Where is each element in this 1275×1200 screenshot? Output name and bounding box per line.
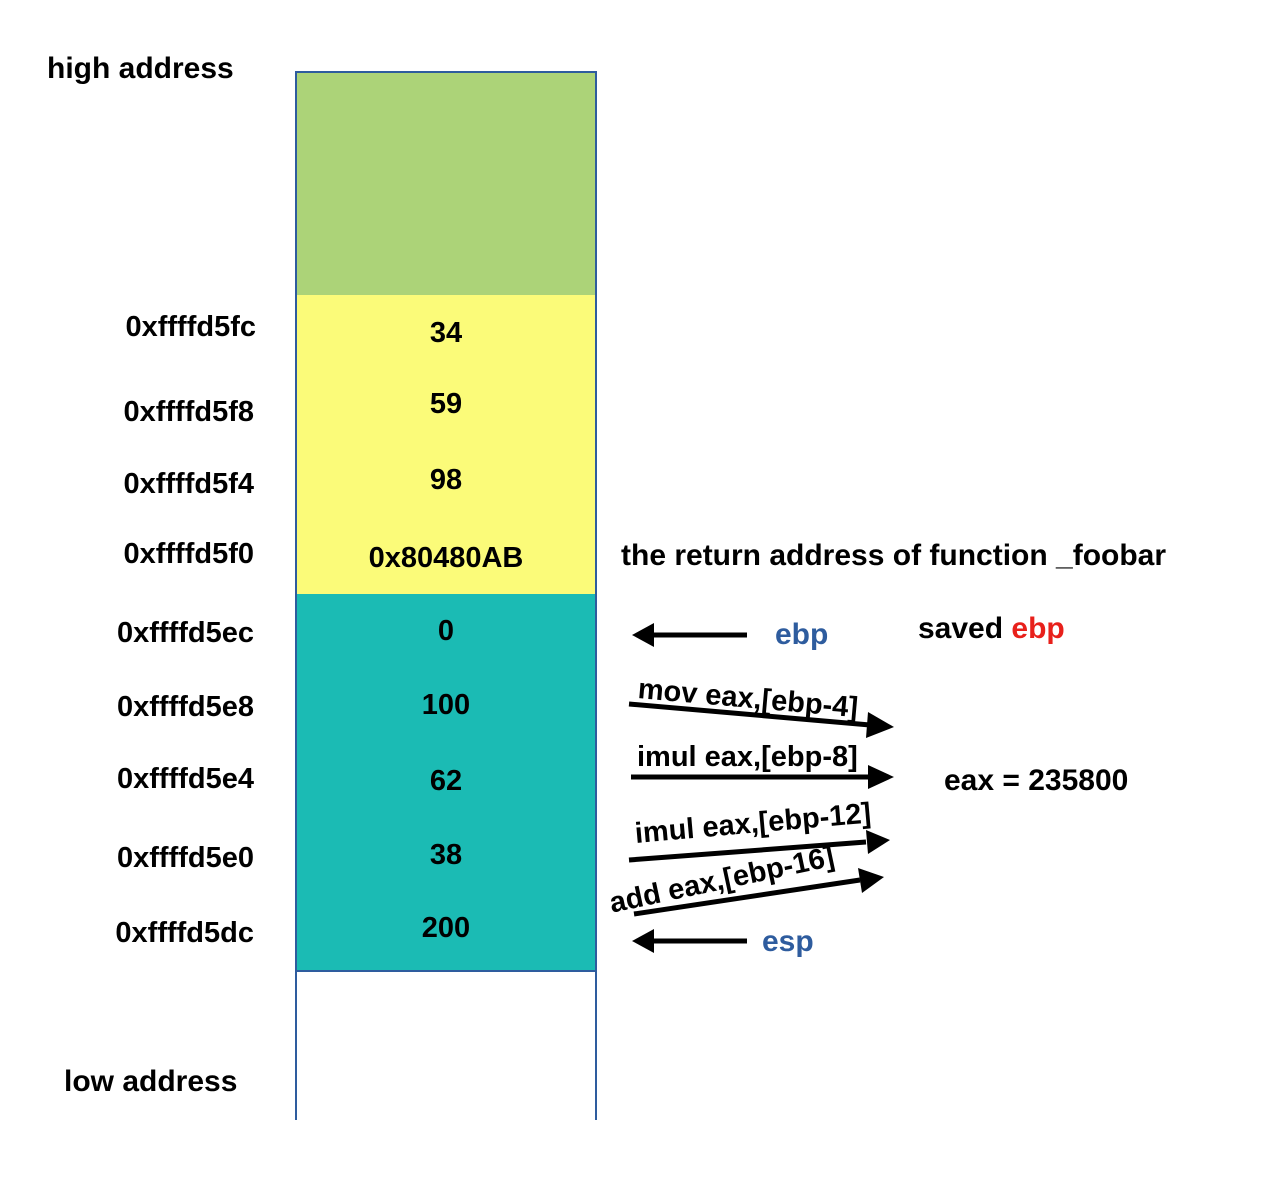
esp-arrow-icon: [632, 929, 747, 953]
stack-address: 0xffffd5f0: [123, 538, 254, 570]
stack-cell: 0x80480AB: [295, 519, 597, 596]
saved-ebp-prefix: saved: [918, 612, 1004, 645]
instruction-label: imul eax,[ebp-8]: [637, 741, 858, 773]
stack-cell-value: 0: [437, 615, 455, 647]
stack-address: 0xffffd5e8: [117, 691, 254, 723]
saved-ebp-register: ebp: [1011, 612, 1065, 645]
imul-arrow-icon: [628, 830, 890, 863]
stack-address: 0xffffd5ec: [117, 617, 254, 649]
stack-cell-value: 62: [429, 765, 463, 797]
stack-address: 0xffffd5f8: [123, 396, 254, 428]
stack-cell-value: 59: [429, 388, 463, 420]
stack-cell-caller-frame: [295, 71, 597, 297]
high-address-label: high address: [47, 52, 234, 85]
stack-cell: 200: [295, 895, 597, 972]
stack-address: 0xffffd5dc: [115, 917, 254, 949]
stack-cell-value: 200: [421, 912, 471, 944]
stack-address: 0xffffd5f4: [123, 468, 254, 500]
eax-result: eax = 235800: [944, 764, 1129, 797]
stack-address: 0xffffd5fc: [125, 311, 256, 343]
stack-cell-value: 0x80480AB: [368, 542, 524, 574]
stack-address: 0xffffd5e0: [117, 842, 254, 874]
add-arrow-icon: [633, 868, 884, 917]
stack-cell-value: 34: [429, 317, 463, 349]
stack-cell: 38: [295, 820, 597, 897]
stack-cell: 0: [295, 594, 597, 671]
return-address-note: the return address of function _foobar: [621, 539, 1167, 572]
ebp-arrow-icon: [632, 623, 747, 647]
stack-address: 0xffffd5e4: [117, 763, 254, 795]
stack-cell: 34: [295, 295, 597, 372]
stack-cell: 100: [295, 669, 597, 747]
stack-cell-value: 98: [429, 463, 463, 496]
esp-pointer-label: esp: [762, 925, 814, 958]
mov-arrow-icon: [628, 701, 894, 738]
imul-arrow-icon: [631, 765, 894, 789]
ebp-pointer-label: ebp: [775, 618, 829, 651]
saved-ebp-note: saved ebp: [918, 612, 1065, 646]
stack-cell-value: 100: [421, 688, 471, 721]
low-address-label: low address: [64, 1065, 238, 1098]
stack-cell-value: 38: [429, 839, 463, 871]
